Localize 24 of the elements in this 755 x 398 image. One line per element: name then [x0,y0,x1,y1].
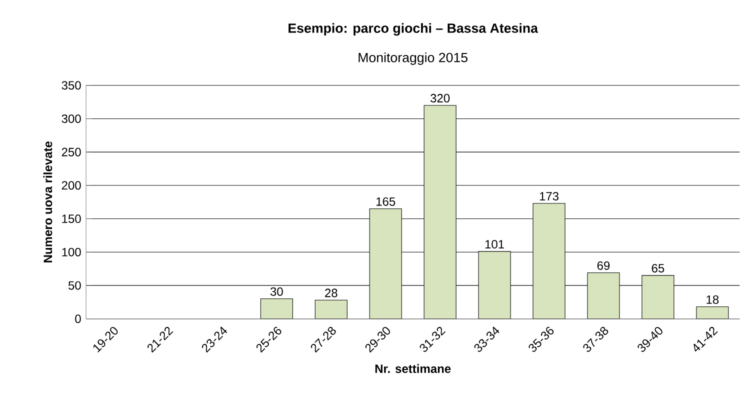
data-label: 173 [540,192,558,201]
data-label: 18 [706,296,719,304]
data-label: 69 [597,262,610,270]
chart-title: Esempio: parco giochi – Bassa Atesina [288,23,538,36]
data-label: 30 [270,288,283,296]
data-label: 165 [376,198,396,206]
y-tick-label: 200 [62,181,81,190]
y-tick-label: 50 [68,281,81,290]
bar [696,306,729,320]
y-tick-label: 100 [62,248,81,257]
data-label: 65 [652,264,664,273]
data-label: 320 [430,94,450,103]
bar [260,298,293,320]
y-tick-label: 250 [62,148,81,157]
y-tick-label: 0 [75,314,81,324]
data-label: 28 [325,288,338,298]
bar [314,300,348,320]
y-axis-title: Numero uova rilevate [43,142,52,263]
y-tick-label: 150 [62,214,81,224]
y-tick-label: 300 [62,114,81,124]
chart-subtitle: Monitoraggio 2015 [358,52,468,66]
data-label: 101 [485,240,504,249]
y-tick-label: 350 [62,81,81,90]
x-axis-title: Nr. settimane [375,364,451,374]
